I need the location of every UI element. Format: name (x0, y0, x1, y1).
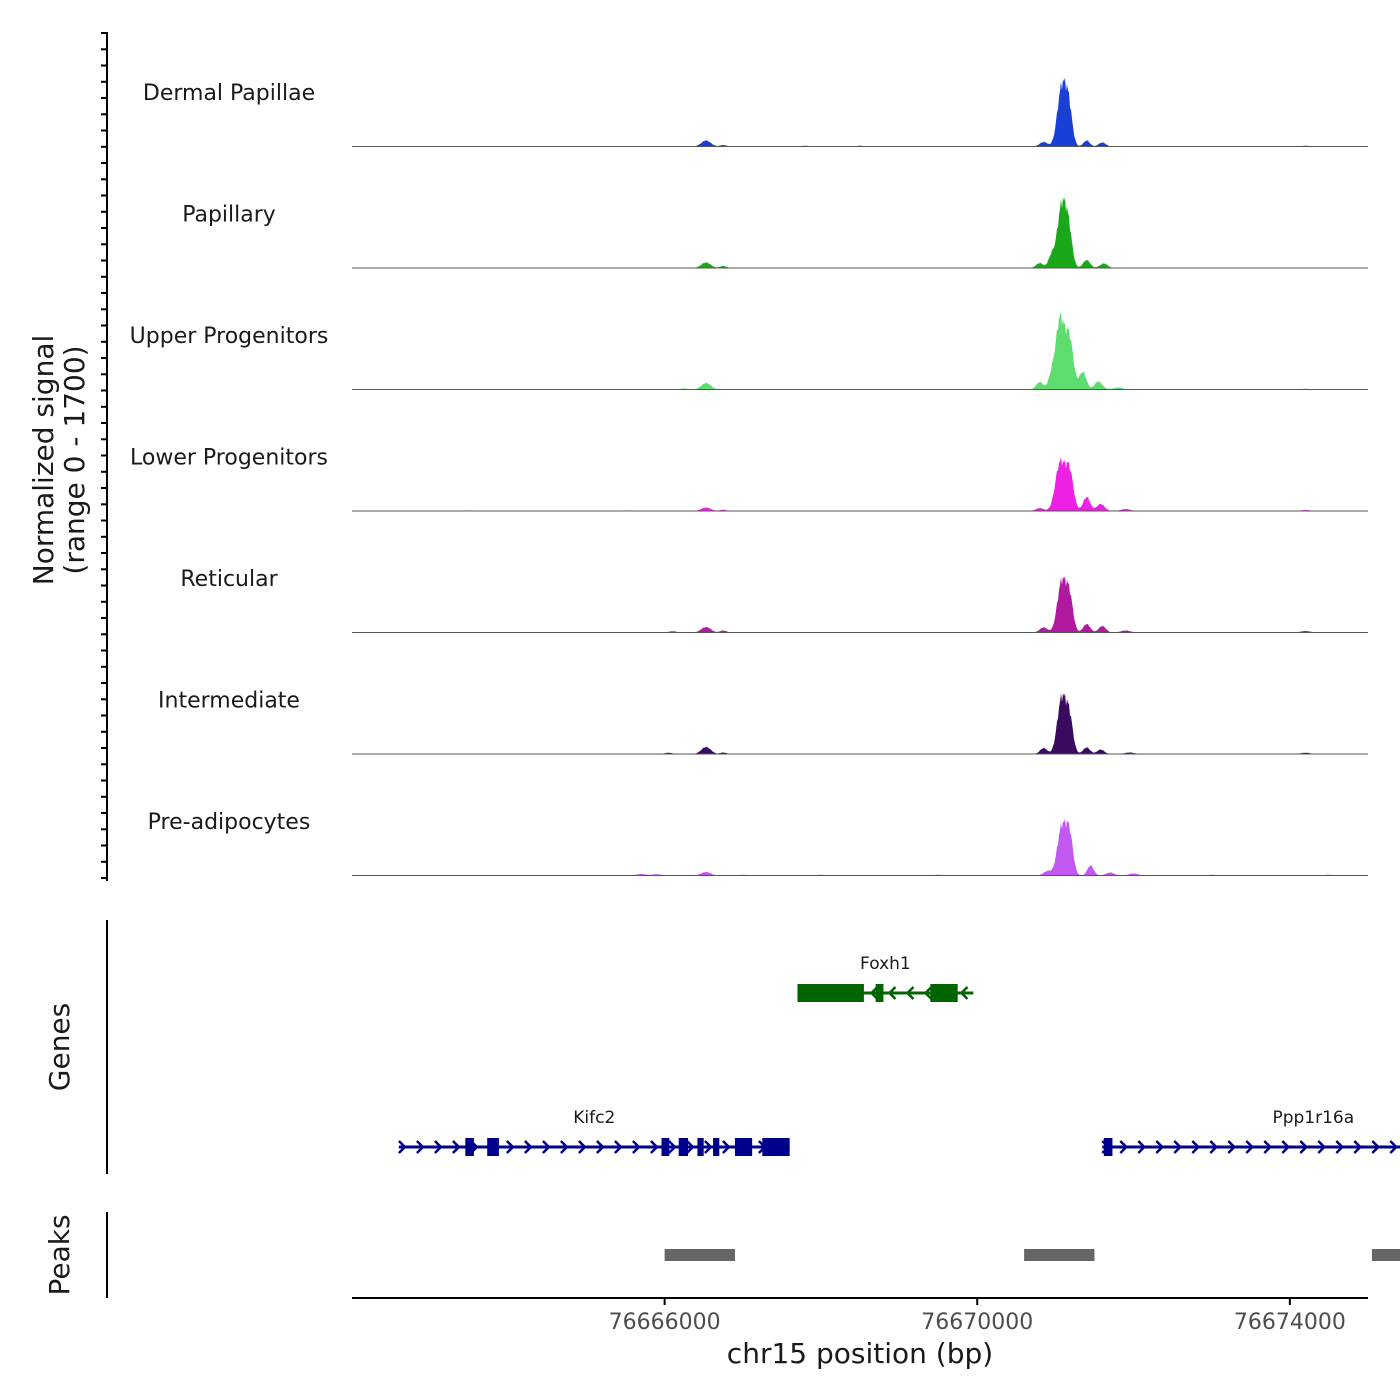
strand-chevron (650, 1140, 659, 1154)
strand-chevron (1209, 1140, 1219, 1154)
strand-chevron (1353, 1140, 1363, 1154)
track-upper-progenitors: Upper Progenitors (130, 310, 1368, 390)
coverage-area-dermal-papillae (352, 77, 1368, 147)
exon (930, 984, 958, 1002)
strand-chevron (1389, 1140, 1399, 1154)
y-axis-title-line1: Normalized signal (27, 335, 60, 586)
strand-chevron (416, 1140, 425, 1154)
exon (661, 1138, 670, 1156)
coverage-area-intermediate (352, 693, 1368, 754)
strand-chevron (905, 986, 915, 1000)
strand-chevron (722, 1140, 731, 1154)
strand-chevron (1281, 1140, 1291, 1154)
y-axis-title: Normalized signal (range 0 - 1700) (27, 335, 91, 586)
x-axis-title: chr15 position (bp) (727, 1337, 993, 1370)
exon (697, 1138, 704, 1156)
strand-chevron (434, 1140, 443, 1154)
strand-chevron (1299, 1140, 1309, 1154)
strand-chevron (542, 1140, 551, 1154)
track-label: Pre-adipocytes (148, 810, 311, 835)
peak-region (1371, 1249, 1400, 1261)
x-tick-label: 76670000 (921, 1310, 1033, 1335)
peak-region (1024, 1249, 1095, 1261)
coverage-tracks: Dermal Papillae Papillary Upper Progenitor… (130, 77, 1368, 876)
strand-chevron (1137, 1140, 1147, 1154)
gene-label: Kifc2 (573, 1108, 615, 1128)
strand-chevron (1173, 1140, 1183, 1154)
strand-chevron (596, 1140, 605, 1154)
track-label: Intermediate (158, 689, 300, 714)
strand-chevron (1245, 1140, 1255, 1154)
coverage-area-papillary (352, 197, 1368, 268)
gene-annotation-track: Foxh1 Kifc2 Ppp1r16a (398, 954, 1400, 1156)
coverage-area-pre-adipocytes (352, 818, 1368, 876)
track-label: Upper Progenitors (130, 324, 329, 349)
x-axis-ticks: 76666000 76670000 76674000 (609, 1298, 1346, 1335)
y-axis-title-line2: (range 0 - 1700) (58, 345, 91, 574)
track-label: Lower Progenitors (130, 446, 328, 471)
strand-chevron (560, 1140, 569, 1154)
exon (713, 1138, 720, 1156)
track-intermediate: Intermediate (158, 689, 1368, 755)
coverage-area-upper-progenitors (352, 310, 1368, 390)
track-label: Reticular (180, 567, 278, 592)
strand-chevron (452, 1140, 461, 1154)
exon (1103, 1138, 1113, 1156)
strand-chevron (1155, 1140, 1165, 1154)
strand-chevron (869, 986, 879, 1000)
exon (797, 984, 864, 1002)
peaks-track-label: Peaks (43, 1214, 76, 1295)
track-lower-progenitors: Lower Progenitors (130, 446, 1368, 512)
coverage-area-lower-progenitors (352, 456, 1368, 511)
signal-axis-ticks (101, 32, 107, 879)
exon (465, 1138, 474, 1156)
strand-chevron (506, 1140, 515, 1154)
x-tick-label: 76666000 (609, 1310, 721, 1335)
gene-ppp1r16a: Ppp1r16a (1101, 1108, 1400, 1156)
peak-region (664, 1249, 735, 1261)
track-papillary: Papillary (182, 197, 1368, 269)
exon (487, 1138, 499, 1156)
strand-chevron (398, 1140, 407, 1154)
gene-label: Ppp1r16a (1272, 1108, 1354, 1128)
track-pre-adipocytes: Pre-adipocytes (148, 810, 1368, 876)
strand-chevron (686, 1140, 695, 1154)
strand-chevron (632, 1140, 641, 1154)
genes-track-label: Genes (43, 1003, 76, 1091)
exon (762, 1138, 790, 1156)
coverage-area-reticular (352, 575, 1368, 633)
strand-chevron (1371, 1140, 1381, 1154)
strand-chevron (1191, 1140, 1201, 1154)
strand-chevron (578, 1140, 587, 1154)
strand-chevron (923, 986, 933, 1000)
gene-label: Foxh1 (860, 954, 911, 974)
track-label: Dermal Papillae (143, 81, 315, 106)
strand-chevron (614, 1140, 623, 1154)
exon (734, 1138, 753, 1156)
strand-chevron (1263, 1140, 1273, 1154)
strand-chevron (524, 1140, 533, 1154)
gene-foxh1: Foxh1 (797, 954, 974, 1002)
strand-chevron (704, 1140, 713, 1154)
exon (678, 1138, 689, 1156)
track-label: Papillary (182, 203, 276, 228)
strand-chevron (668, 1140, 677, 1154)
peaks-track (664, 1249, 1400, 1261)
strand-chevron (1317, 1140, 1327, 1154)
gene-kifc2: Kifc2 (398, 1108, 790, 1156)
track-reticular: Reticular (180, 567, 1368, 633)
strand-chevron (887, 986, 897, 1000)
strand-chevron (959, 986, 969, 1000)
strand-chevron (1227, 1140, 1237, 1154)
strand-chevron (1335, 1140, 1345, 1154)
track-dermal-papillae: Dermal Papillae (143, 77, 1368, 147)
strand-chevron (1119, 1140, 1129, 1154)
exon (875, 984, 884, 1002)
x-tick-label: 76674000 (1234, 1310, 1346, 1335)
